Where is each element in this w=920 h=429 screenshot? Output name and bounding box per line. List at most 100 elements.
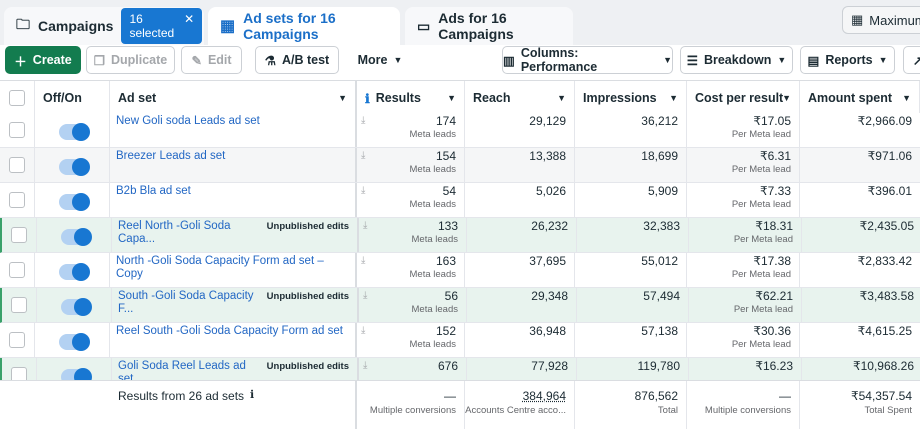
caret-down-icon[interactable]: ▼ [902, 93, 911, 103]
row-checkbox[interactable] [9, 122, 25, 138]
tab-adsets[interactable]: ▦ Ad sets for 16 Campaigns [208, 7, 400, 45]
cost-value: ₹17.38 [753, 254, 791, 268]
reach-value: 29,348 [531, 289, 568, 303]
header-cost[interactable]: Cost per result ▼ [687, 81, 800, 115]
download-icon[interactable]: ⤓ [361, 185, 366, 196]
row-checkbox[interactable] [9, 192, 25, 208]
adset-name-link[interactable]: Reel North -Goli Soda Capa... [118, 220, 231, 245]
select-all-checkbox[interactable] [9, 90, 25, 106]
cost-value: ₹16.23 [755, 359, 793, 373]
caret-down-icon[interactable]: ▼ [447, 93, 456, 103]
table-row[interactable]: North -Goli Soda Capacity Form ad set – … [0, 253, 920, 288]
results-sub: Meta leads [411, 304, 458, 315]
header-label: Cost per result [695, 91, 784, 105]
header-offon[interactable]: Off/On [35, 81, 110, 115]
flask-icon: ⚗ [264, 53, 276, 68]
ab-test-button[interactable]: ⚗ A/B test [255, 46, 339, 74]
header-results[interactable]: ℹ Results ▼ [357, 81, 465, 115]
selected-badge[interactable]: 16 selected ✕ [121, 8, 203, 44]
impressions-value: 57,494 [643, 289, 680, 303]
status-toggle[interactable] [59, 333, 90, 351]
status-toggle[interactable] [59, 263, 90, 281]
status-toggle[interactable] [61, 228, 92, 246]
header-impressions[interactable]: Impressions ▼ [575, 81, 687, 115]
adset-name-link[interactable]: Reel South -Goli Soda Capacity Form ad s… [116, 325, 343, 337]
tab-ads[interactable]: ▭ Ads for 16 Campaigns [405, 7, 573, 45]
breakdown-button[interactable]: ☰ Breakdown ▼ [680, 46, 793, 74]
download-icon[interactable]: ⤓ [363, 290, 368, 301]
status-toggle[interactable] [59, 158, 90, 176]
status-toggle[interactable] [59, 123, 90, 141]
impressions-value: 5,909 [647, 184, 678, 198]
more-button[interactable]: More ▼ [350, 46, 410, 74]
edit-label: Edit [207, 53, 232, 67]
reach-value: 5,026 [535, 184, 566, 198]
download-icon[interactable]: ⤓ [363, 220, 368, 231]
more-label: More [357, 53, 388, 67]
table-row[interactable]: South -Goli Soda Capacity F... Unpublishe… [0, 288, 920, 323]
table-row[interactable]: Reel North -Goli Soda Capa... Unpublished… [0, 218, 920, 253]
table-row[interactable]: Reel South -Goli Soda Capacity Form ad s… [0, 323, 920, 358]
impressions-value: 55,012 [641, 254, 678, 268]
edit-button[interactable]: ✎ Edit [181, 46, 242, 74]
header-adset[interactable]: Ad set ▼ [110, 81, 357, 115]
unpublished-badge: Unpublished edits [266, 221, 349, 232]
results-value: 54 [442, 184, 456, 198]
export-button[interactable]: ↗ [903, 46, 920, 74]
info-icon[interactable]: ℹ [365, 91, 370, 106]
download-icon[interactable]: ⤓ [361, 255, 366, 266]
download-icon[interactable]: ⤓ [361, 325, 366, 336]
close-icon[interactable]: ✕ [184, 12, 195, 26]
results-sub: Meta leads [409, 129, 456, 140]
row-checkbox[interactable] [9, 157, 25, 173]
create-button[interactable]: ＋ Create [5, 46, 81, 74]
table-row[interactable]: Breezer Leads ad set ⤓ 154 Meta leads 13,3… [0, 148, 920, 183]
impressions-value: 18,699 [641, 149, 678, 163]
cost-sub: Per Meta lead [731, 339, 791, 350]
reports-button[interactable]: ▤ Reports ▼ [800, 46, 895, 74]
reach-value: 13,388 [529, 149, 566, 163]
tab-campaigns[interactable]: 🗀 Campaigns 16 selected ✕ [4, 7, 204, 45]
footer-impressions: 876,562 [634, 389, 678, 403]
amount-value: ₹3,483.58 [859, 289, 914, 303]
maximum-label: Maximum [869, 12, 920, 28]
row-checkbox[interactable] [9, 262, 25, 278]
duplicate-button[interactable]: ❐ Duplicate [86, 46, 175, 74]
results-value: 56 [444, 289, 458, 303]
download-icon[interactable]: ⤓ [361, 150, 366, 161]
row-checkbox[interactable] [11, 227, 27, 243]
cost-sub: Per Meta lead [733, 304, 793, 315]
cost-value: ₹18.31 [755, 219, 793, 233]
caret-down-icon[interactable]: ▼ [338, 93, 347, 103]
info-icon[interactable]: ℹ [250, 389, 255, 401]
download-icon[interactable]: ⤓ [363, 360, 368, 371]
adset-name-link[interactable]: New Goli soda Leads ad set [116, 115, 260, 127]
caret-down-icon: ▼ [777, 55, 787, 65]
row-checkbox[interactable] [9, 332, 25, 348]
header-amount[interactable]: Amount spent ▼ [800, 81, 920, 115]
adset-name-link[interactable]: North -Goli Soda Capacity Form ad set – … [116, 255, 324, 280]
pencil-icon: ✎ [191, 53, 202, 68]
footer-results-sub: Multiple conversions [369, 405, 456, 416]
table-row[interactable]: B2b Bla ad set ⤓ 54 Meta leads 5,026 5,909… [0, 183, 920, 218]
status-toggle[interactable] [59, 193, 90, 211]
status-toggle[interactable] [61, 298, 92, 316]
columns-button[interactable]: ▥ Columns: Performance ▼ [502, 46, 673, 74]
duplicate-label: Duplicate [110, 53, 168, 67]
adset-name-link[interactable]: South -Goli Soda Capacity F... [118, 290, 254, 315]
footer-reach: 384,964 [522, 389, 566, 403]
caret-down-icon[interactable]: ▼ [557, 93, 566, 103]
amount-value: ₹971.06 [867, 149, 912, 163]
adset-name-link[interactable]: Breezer Leads ad set [116, 150, 226, 162]
grid-icon: ▦ [220, 18, 236, 35]
results-sub: Meta leads [411, 234, 458, 245]
adset-name-link[interactable]: B2b Bla ad set [116, 185, 191, 197]
header-reach[interactable]: Reach ▼ [465, 81, 575, 115]
table-row[interactable]: New Goli soda Leads ad set ⤓ 174 Meta lead… [0, 113, 920, 148]
maximum-button[interactable]: ▦ Maximum [842, 6, 920, 34]
download-icon[interactable]: ⤓ [361, 115, 366, 126]
unpublished-badge: Unpublished edits [266, 361, 349, 372]
row-checkbox[interactable] [11, 297, 27, 313]
caret-down-icon[interactable]: ▼ [669, 93, 678, 103]
caret-down-icon[interactable]: ▼ [782, 93, 791, 103]
